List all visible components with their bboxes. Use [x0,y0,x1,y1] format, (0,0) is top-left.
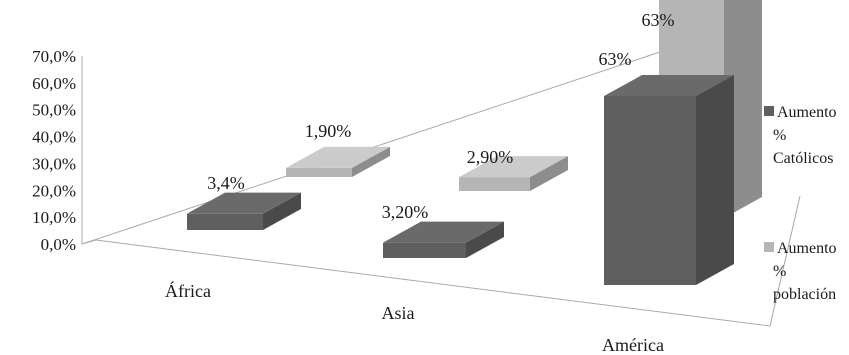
x-category-label: América [602,335,664,355]
legend-label: % [773,263,786,280]
legend: Aumento% Católicos Aumento% población [764,104,837,303]
bar-catolicos-0-side [263,192,301,230]
y-tick-label: 50,0% [32,101,76,120]
y-tick-label: 70,0% [32,47,76,66]
data-label-catolicos: 63% [599,49,632,69]
data-label-catolicos: 3,4% [207,173,245,193]
legend-label: % [773,127,786,144]
bar-poblacion-0 [286,146,390,177]
bar-catolicos-2-top [604,75,734,96]
data-labels: 1,90% 2,90% 63% 3,4% 3,20% 63% [207,10,674,222]
bar-poblacion-0-top [286,146,390,168]
y-tick-label: 0,0% [41,235,76,254]
x-category-label: África [165,280,211,301]
bar-catolicos-2-front [604,96,696,285]
data-label-poblacion: 2,90% [467,147,514,167]
series-catolicos-bars [187,75,734,285]
bar-poblacion-0-front [286,167,352,177]
bar-catolicos-1 [383,221,504,258]
bar-poblacion-1 [459,156,568,191]
y-tick-label: 10,0% [32,208,76,227]
bar-poblacion-1-side [530,156,568,191]
bar-catolicos-0 [187,192,301,230]
x-axis-labels: África Asia América [165,280,664,355]
y-tick-label: 20,0% [32,181,76,200]
legend-label: Católicos [773,150,833,167]
legend-label: Aumento [777,240,837,257]
bar-poblacion-1-front [459,177,530,191]
bar-catolicos-0-top [187,192,301,214]
bar-catolicos-1-top [383,221,504,243]
legend-swatch [764,106,774,116]
legend-label: población [773,286,836,303]
floor-right-edge [769,195,801,327]
legend-swatch [764,242,774,252]
bar-poblacion-0-side [352,146,390,177]
y-tick-label: 30,0% [32,154,76,173]
floor-front-edge [95,239,771,327]
bar-catolicos-2 [604,75,734,285]
bar-poblacion-1-top [459,156,568,178]
data-label-poblacion: 63% [642,10,675,30]
bar-catolicos-1-side [466,221,504,258]
bar-catolicos-0-front [187,213,263,230]
legend-item: Aumento% población [764,240,837,303]
legend-item: Aumento% Católicos [764,104,837,167]
bar-catolicos-2-side [696,75,734,285]
bar-catolicos-1-front [383,242,466,258]
y-axis-ticks: 0,0% 10,0% 20,0% 30,0% 40,0% 50,0% 60,0% 70,0% [32,47,76,254]
data-label-catolicos: 3,20% [382,202,429,222]
y-tick-label: 60,0% [32,74,76,93]
data-label-poblacion: 1,90% [305,121,352,141]
x-category-label: Asia [382,303,415,323]
legend-label: Aumento [777,104,837,121]
y-tick-label: 40,0% [32,128,76,147]
